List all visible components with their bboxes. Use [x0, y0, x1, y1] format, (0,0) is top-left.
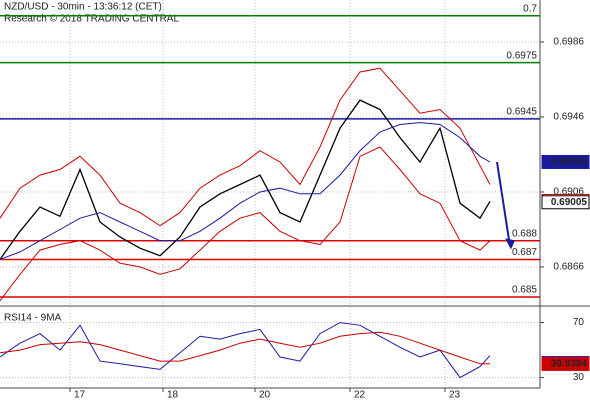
arrow-head	[505, 238, 515, 250]
x-tick-label: 17	[74, 390, 86, 400]
level-label: 0.685	[512, 285, 537, 296]
price-tag	[541, 154, 590, 169]
y-tick-label: 70	[573, 317, 585, 328]
level-label: 0.6945	[506, 106, 537, 117]
y-tick-label: 0.6866	[553, 262, 584, 273]
level-label: 0.687	[512, 247, 537, 258]
y-tick-label: 0.6906	[553, 187, 584, 198]
price-tag-label: 39.9384	[551, 359, 588, 370]
x-tick-label: 23	[449, 390, 461, 400]
forecast-arrow	[496, 161, 511, 247]
series-line	[0, 67, 491, 227]
rsi-title: RSI14 - 9MA	[4, 313, 62, 324]
level-label: 0.6975	[506, 50, 537, 61]
series-line	[0, 331, 490, 365]
y-tick-label: 0.6986	[553, 37, 584, 48]
series-line	[0, 99, 491, 260]
level-label: 0.7	[523, 3, 537, 14]
x-tick-label: 22	[354, 390, 366, 400]
price-tag-label: 0.69220	[551, 157, 588, 168]
chart-title: NZD/USD - 30min - 13:36:12 (CET)	[4, 2, 162, 13]
y-tick-label: 30	[573, 372, 585, 383]
y-tick-label: 0.6946	[553, 112, 584, 123]
price-tag	[541, 356, 590, 371]
level-label: 0.688	[512, 228, 537, 239]
series-line	[0, 146, 491, 302]
price-tag	[541, 195, 590, 210]
series-line	[0, 122, 491, 260]
chart-subtitle: Research © 2018 TRADING CENTRAL	[4, 14, 179, 25]
price-tag-label: 0.69005	[551, 197, 588, 208]
x-tick-label: 20	[259, 390, 271, 400]
series-line	[0, 322, 491, 379]
x-tick-label: 18	[167, 390, 179, 400]
